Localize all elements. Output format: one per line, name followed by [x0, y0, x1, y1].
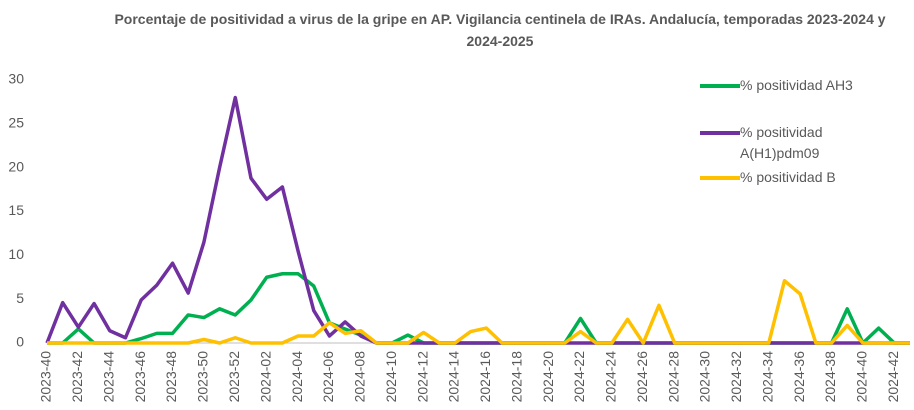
y-tick-label: 15 [8, 202, 24, 218]
x-tick-label: 2023-44 [100, 351, 116, 403]
y-tick-label: 30 [8, 71, 24, 87]
x-tick-label: 2024-22 [571, 351, 587, 403]
x-tick-label: 2023-50 [195, 351, 211, 403]
legend-label: % positividad A(H1)pdm09 [740, 124, 823, 161]
x-tick-label: 2023-48 [163, 351, 179, 403]
x-tick-label: 2023-40 [38, 351, 54, 403]
x-tick-label: 2024-14 [446, 351, 462, 403]
x-tick-label: 2024-24 [603, 351, 619, 403]
legend-swatch [700, 84, 740, 88]
legend-label: % positividad B [740, 169, 836, 185]
x-tick-label: 2024-10 [383, 351, 399, 403]
series-line [47, 279, 910, 345]
chart-title: Porcentaje de positividad a virus de la … [114, 11, 886, 49]
x-tick-label: 2024-30 [697, 351, 713, 403]
x-tick-label: 2024-20 [540, 351, 556, 403]
x-tick-label: 2024-04 [289, 351, 305, 403]
x-tick-label: 2023-42 [69, 351, 85, 403]
y-tick-label: 0 [16, 334, 24, 350]
x-tick-label: 2024-42 [885, 351, 901, 403]
y-tick-label: 5 [16, 290, 24, 306]
x-tick-label: 2024-34 [759, 351, 775, 403]
x-tick-label: 2024-28 [665, 351, 681, 403]
x-tick-label: 2024-16 [477, 351, 493, 403]
legend-swatch [700, 176, 740, 180]
x-tick-label: 2024-02 [257, 351, 273, 403]
x-tick-label: 2024-26 [634, 351, 650, 403]
y-tick-label: 10 [8, 246, 24, 262]
x-tick-label: 2024-12 [414, 351, 430, 403]
x-tick-label: 2024-32 [728, 351, 744, 403]
y-tick-label: 20 [8, 158, 24, 174]
x-tick-label: 2023-46 [132, 351, 148, 403]
legend-label: % positividad AH3 [740, 77, 853, 93]
x-tick-label: 2024-08 [352, 351, 368, 403]
series-line [47, 271, 910, 345]
x-tick-label: 2024-06 [320, 351, 336, 403]
x-tick-label: 2023-52 [226, 351, 242, 403]
y-tick-label: 25 [8, 115, 24, 131]
x-tick-label: 2024-36 [791, 351, 807, 403]
x-tick-label: 2024-40 [854, 351, 870, 403]
x-tick-label: 2024-18 [508, 351, 524, 403]
legend-swatch [700, 131, 740, 135]
x-tick-label: 2024-38 [822, 351, 838, 403]
